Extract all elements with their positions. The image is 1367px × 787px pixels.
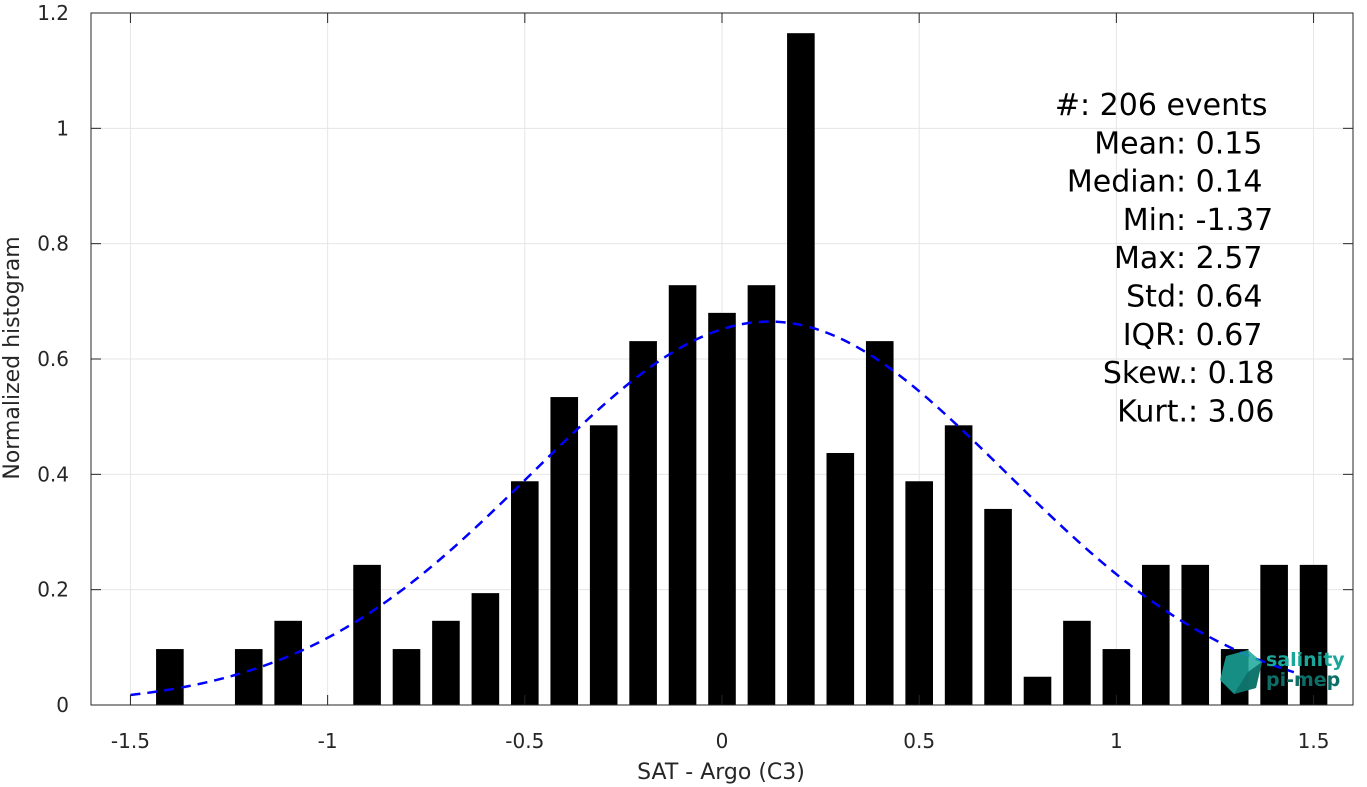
logo-cube-shade <box>1234 662 1262 694</box>
normal-fit-line <box>130 320 1295 697</box>
histogram-bar <box>826 452 855 705</box>
x-tick-label: 0 <box>716 729 729 753</box>
stat-label: Skew. <box>1103 356 1188 391</box>
logo-text-salinity: salinity <box>1266 649 1345 671</box>
x-tick-label: 0.5 <box>903 729 935 753</box>
normal-fit-curve <box>130 320 1295 697</box>
y-axis-label: Normalized histogram <box>0 236 25 479</box>
y-tick-label: 1.2 <box>37 1 69 25</box>
histogram-bar <box>234 649 263 705</box>
stat-value: : 0.18 <box>1188 356 1274 391</box>
y-tick-label: 1 <box>56 116 69 140</box>
histogram-bar <box>905 481 933 705</box>
histogram-bar <box>944 425 973 705</box>
stat-label: Min <box>1123 203 1176 238</box>
stat-label: Mean <box>1094 126 1176 161</box>
stat-label: # <box>1055 88 1080 123</box>
y-tick-label: 0.4 <box>37 462 69 486</box>
y-tick-label: 0.6 <box>37 347 69 371</box>
histogram-bar <box>589 425 618 705</box>
stat-value: : 0.14 <box>1176 165 1262 200</box>
histogram-bar <box>432 620 460 705</box>
histogram-bar <box>550 397 579 705</box>
histogram-bar <box>865 341 894 705</box>
histogram-bar <box>629 341 657 705</box>
axes <box>90 12 1354 706</box>
histogram-bar <box>274 620 302 705</box>
histogram-bar <box>1023 676 1052 705</box>
y-tick-label: 0.2 <box>37 578 69 602</box>
x-tick-label: 1.5 <box>1298 729 1330 753</box>
stat-value: : -1.37 <box>1176 203 1273 238</box>
histogram-bar <box>1142 564 1170 705</box>
stat-value: : 0.64 <box>1176 280 1262 315</box>
stat-value: : 0.67 <box>1176 318 1262 353</box>
logo-text-pi-mep: pi-mep <box>1266 669 1340 691</box>
salinity-pi-mep-logo: salinity pi-mep <box>1220 649 1345 694</box>
stat-label: Median <box>1067 165 1176 200</box>
histogram-bar <box>708 312 736 705</box>
y-tick-label: 0 <box>56 693 69 717</box>
x-axis-label: SAT - Argo (C3) <box>637 760 805 785</box>
stat-label: Max <box>1114 241 1176 276</box>
histogram-bar <box>353 564 381 705</box>
stat-value: : 3.06 <box>1188 394 1274 429</box>
histogram-bar <box>156 649 184 705</box>
stat-value: : 0.15 <box>1176 126 1262 161</box>
histogram-bar <box>511 481 539 705</box>
x-tick-label: -0.5 <box>505 729 544 753</box>
histogram-bar <box>1260 564 1288 705</box>
histogram-bar <box>668 285 697 705</box>
stat-label: Std <box>1126 280 1176 315</box>
histogram-bar <box>1181 564 1210 705</box>
tick-labels: -1.5 -1 -0.5 0 0.5 1 1.5 0 0.2 0.4 0.6 0.8 1 1.2 <box>37 1 1329 753</box>
stat-label: IQR <box>1123 318 1176 353</box>
stat-label: Kurt. <box>1117 394 1188 429</box>
histogram-bars <box>156 33 1328 705</box>
histogram-bar <box>1063 620 1091 705</box>
y-tick-label: 0.8 <box>37 232 69 256</box>
x-tick-label: -1.5 <box>111 729 150 753</box>
stat-value: : 206 events <box>1080 88 1268 123</box>
histogram-bar <box>747 285 776 705</box>
x-tick-label: -1 <box>318 729 338 753</box>
histogram-bar <box>984 508 1012 705</box>
histogram-bar <box>787 33 815 705</box>
histogram-bar <box>1299 564 1328 705</box>
histogram-bar <box>392 649 421 705</box>
x-tick-label: 1 <box>1110 729 1123 753</box>
stat-value: : 2.57 <box>1176 241 1262 276</box>
histogram-bar <box>471 593 500 705</box>
